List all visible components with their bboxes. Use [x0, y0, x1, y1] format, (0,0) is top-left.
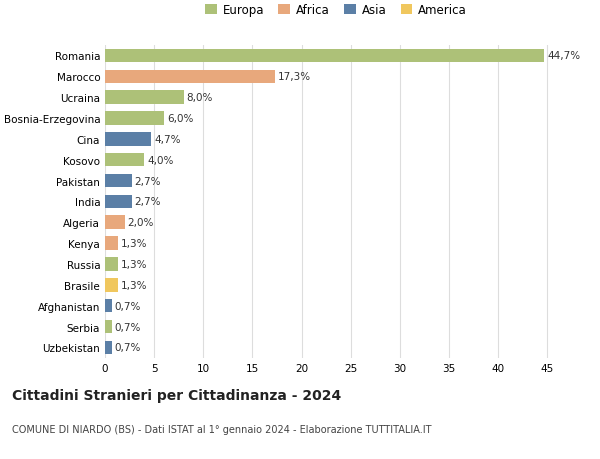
Bar: [105, 237, 118, 250]
Bar: [105, 174, 131, 188]
Text: 4,0%: 4,0%: [147, 155, 173, 165]
Bar: [105, 112, 164, 125]
Bar: [105, 257, 118, 271]
Text: Cittadini Stranieri per Cittadinanza - 2024: Cittadini Stranieri per Cittadinanza - 2…: [12, 388, 341, 402]
Bar: [105, 299, 112, 313]
Text: 6,0%: 6,0%: [167, 114, 193, 124]
Legend: Europa, Africa, Asia, America: Europa, Africa, Asia, America: [203, 2, 469, 20]
Text: 17,3%: 17,3%: [278, 72, 311, 82]
Text: 2,7%: 2,7%: [134, 176, 161, 186]
Bar: [105, 279, 118, 292]
Bar: [105, 154, 145, 167]
Bar: [105, 91, 184, 105]
Text: 0,7%: 0,7%: [115, 322, 141, 332]
Text: 0,7%: 0,7%: [115, 342, 141, 353]
Text: 1,3%: 1,3%: [121, 280, 147, 290]
Text: 1,3%: 1,3%: [121, 259, 147, 269]
Bar: [105, 70, 275, 84]
Text: 4,7%: 4,7%: [154, 134, 181, 145]
Text: COMUNE DI NIARDO (BS) - Dati ISTAT al 1° gennaio 2024 - Elaborazione TUTTITALIA.: COMUNE DI NIARDO (BS) - Dati ISTAT al 1°…: [12, 425, 431, 435]
Bar: [105, 341, 112, 354]
Bar: [105, 195, 131, 209]
Text: 2,7%: 2,7%: [134, 197, 161, 207]
Text: 2,0%: 2,0%: [128, 218, 154, 228]
Bar: [105, 50, 544, 63]
Text: 8,0%: 8,0%: [187, 93, 213, 103]
Bar: [105, 320, 112, 334]
Text: 0,7%: 0,7%: [115, 301, 141, 311]
Text: 44,7%: 44,7%: [547, 51, 580, 62]
Bar: [105, 133, 151, 146]
Bar: [105, 216, 125, 230]
Text: 1,3%: 1,3%: [121, 239, 147, 249]
